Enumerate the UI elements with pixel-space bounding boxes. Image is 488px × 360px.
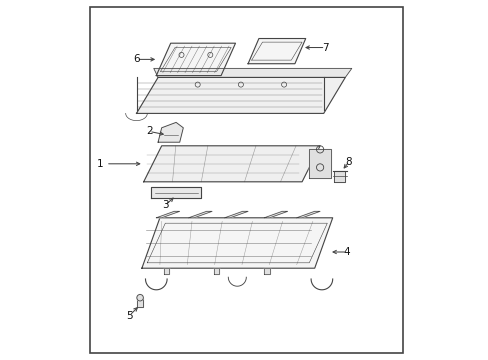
Circle shape — [137, 294, 143, 301]
Polygon shape — [188, 211, 212, 218]
Text: 3: 3 — [162, 200, 168, 210]
Polygon shape — [153, 68, 351, 77]
Text: 4: 4 — [343, 247, 350, 257]
Polygon shape — [309, 149, 330, 178]
Polygon shape — [247, 39, 305, 64]
Polygon shape — [143, 146, 320, 182]
Polygon shape — [264, 211, 287, 218]
Polygon shape — [142, 218, 332, 268]
Polygon shape — [156, 211, 179, 218]
Polygon shape — [264, 268, 269, 274]
Polygon shape — [137, 298, 142, 307]
Polygon shape — [163, 268, 168, 274]
Polygon shape — [156, 43, 235, 76]
Text: 5: 5 — [126, 311, 132, 321]
Text: 8: 8 — [345, 157, 351, 167]
Text: 6: 6 — [133, 54, 140, 64]
Polygon shape — [213, 268, 219, 274]
Bar — [89, 7, 402, 353]
Polygon shape — [158, 122, 183, 142]
Polygon shape — [136, 77, 345, 113]
Polygon shape — [334, 171, 345, 182]
Text: 7: 7 — [322, 42, 328, 53]
Polygon shape — [224, 211, 247, 218]
Text: 2: 2 — [145, 126, 152, 136]
Polygon shape — [296, 211, 320, 218]
Polygon shape — [151, 187, 201, 198]
Text: 1: 1 — [96, 159, 103, 169]
